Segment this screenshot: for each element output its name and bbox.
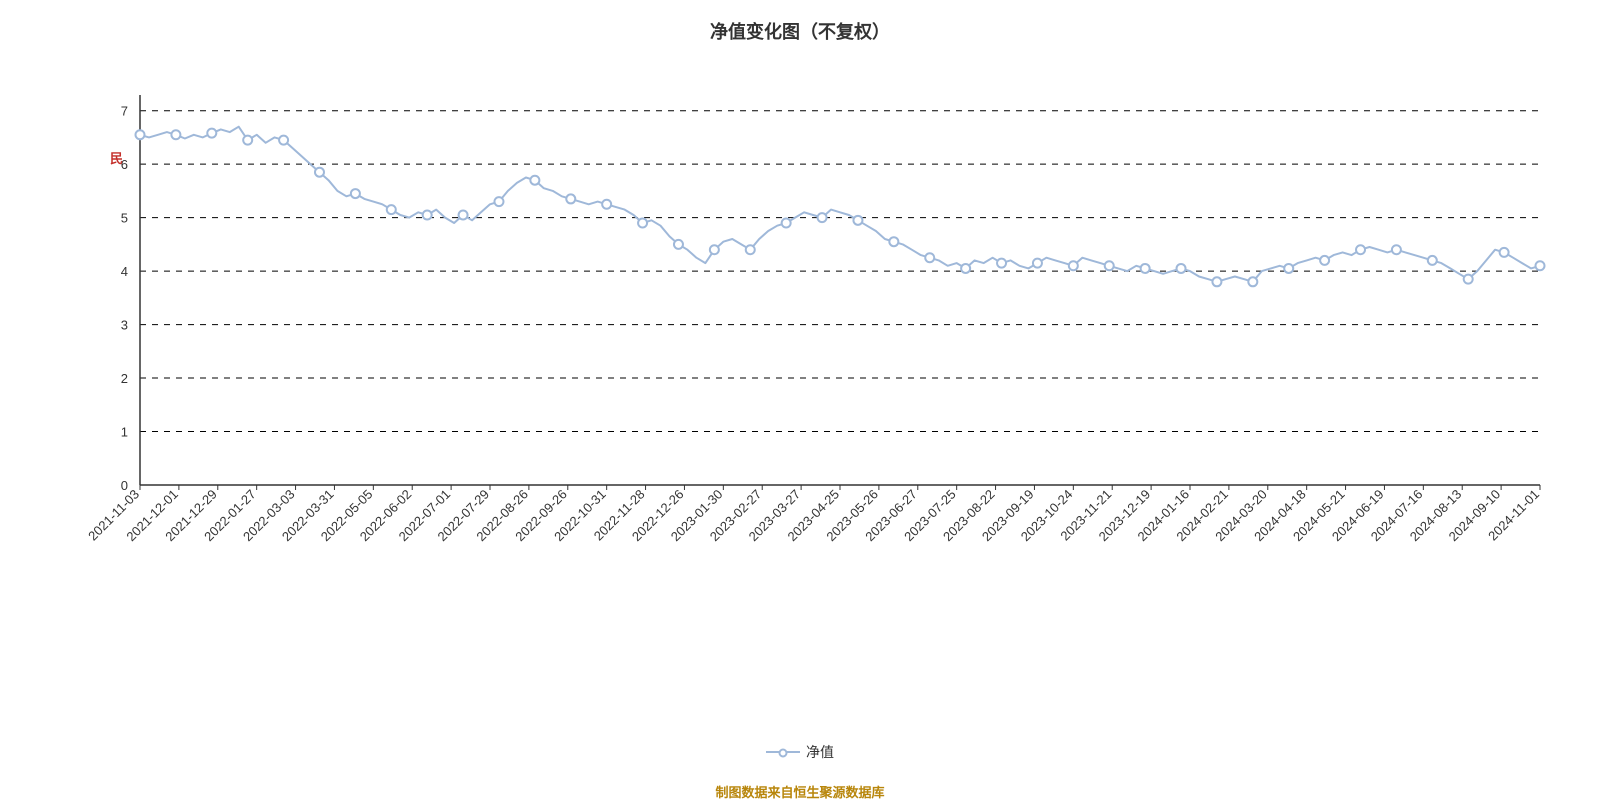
- legend-item-nav: 净值: [766, 742, 834, 762]
- legend: 净值: [0, 740, 1600, 762]
- svg-text:5: 5: [121, 211, 128, 226]
- chart-footer: 制图数据来自恒生聚源数据库: [0, 782, 1600, 800]
- y-axis-label: 民: [110, 148, 123, 167]
- plot-area: 012345672021-11-032021-12-012021-12-2920…: [0, 0, 1600, 800]
- svg-text:1: 1: [121, 425, 128, 440]
- svg-text:3: 3: [121, 318, 128, 333]
- svg-text:7: 7: [121, 104, 128, 119]
- svg-text:4: 4: [121, 264, 128, 279]
- nav-chart: 净值变化图（不复权） 民 012345672021-11-032021-12-0…: [0, 0, 1600, 800]
- svg-text:2: 2: [121, 371, 128, 386]
- legend-marker: [779, 749, 788, 758]
- legend-label: 净值: [806, 742, 834, 762]
- legend-line-sample: [766, 751, 800, 753]
- chart-title: 净值变化图（不复权）: [0, 18, 1600, 44]
